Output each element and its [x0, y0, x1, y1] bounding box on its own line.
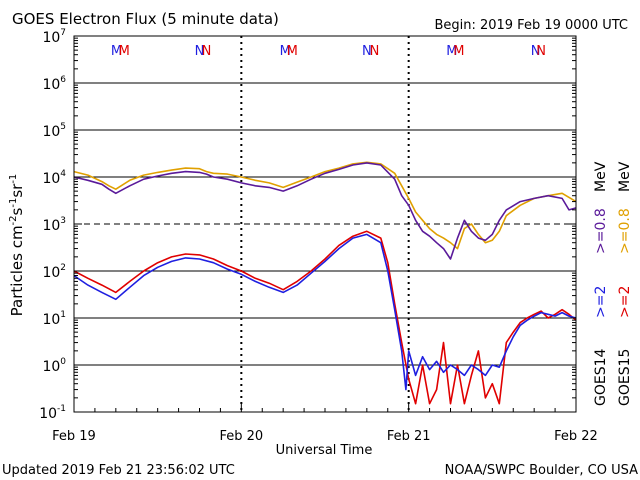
y-axis-label-exp3: -1	[8, 174, 19, 184]
event-marker-m: M	[119, 44, 130, 59]
y-tick-exponent: 3	[60, 216, 66, 226]
y-tick-label: 10-1	[39, 404, 66, 422]
series-line	[73, 230, 577, 405]
series-layer	[73, 161, 577, 405]
y-axis-label-exp2: -1	[8, 198, 19, 208]
legend-goes14-08mev: >=0.8	[593, 208, 609, 254]
y-tick-label: 107	[42, 28, 66, 46]
event-marker-m: M	[287, 44, 298, 59]
y-tick-label: 105	[42, 122, 66, 140]
y-tick-exponent: 0	[60, 357, 66, 367]
legend-unit-15: MeV	[617, 161, 633, 192]
y-tick-label: 100	[42, 357, 66, 375]
legend-goes14: GOES14	[593, 348, 609, 406]
y-axis-label-a: Particles cm	[8, 225, 26, 316]
event-marker-n: N	[362, 44, 372, 59]
y-tick-label: 103	[42, 216, 66, 234]
x-axis-label: Universal Time	[276, 443, 373, 458]
legend-unit-14: MeV	[593, 161, 609, 192]
x-tick-label: Feb 20	[219, 429, 263, 444]
series-line	[73, 233, 577, 391]
series-line	[73, 162, 577, 260]
y-tick-base: 10	[42, 124, 60, 140]
y-tick-base: 10	[42, 30, 60, 46]
x-tick-label: Feb 22	[554, 429, 598, 444]
y-tick-exponent: 2	[60, 263, 66, 273]
x-tick-label: Feb 19	[52, 429, 96, 444]
event-marker-n: N	[202, 44, 212, 59]
event-marker-n: N	[370, 44, 380, 59]
y-tick-base: 10	[39, 406, 57, 422]
series-line	[73, 161, 577, 250]
y-axis-label-exp1: -2	[8, 215, 19, 225]
y-tick-base: 10	[42, 77, 60, 93]
legend-goes15-08mev: >=0.8	[617, 208, 633, 254]
y-tick-exponent: 1	[60, 310, 66, 320]
y-tick-exponent: 5	[60, 122, 66, 132]
event-marker-n: N	[531, 44, 541, 59]
legend-goes14-2mev: >=2	[593, 286, 609, 318]
y-axis-label-b: s	[8, 207, 26, 215]
event-marker-n: N	[195, 44, 205, 59]
y-tick-label: 102	[42, 263, 66, 281]
begin-time: Begin: 2019 Feb 19 0000 UTC	[434, 18, 628, 33]
event-marker-n: N	[536, 44, 546, 59]
chart-title: GOES Electron Flux (5 minute data)	[12, 10, 279, 28]
y-tick-base: 10	[42, 171, 60, 187]
y-tick-label: 101	[42, 310, 66, 328]
y-tick-base: 10	[42, 218, 60, 234]
y-tick-base: 10	[42, 312, 60, 328]
x-axis-ticks: Feb 19 Feb 20 Feb 21 Feb 22	[52, 404, 598, 444]
x-tick-label: Feb 21	[387, 429, 431, 444]
y-tick-exponent: 4	[60, 169, 66, 179]
credit-line: NOAA/SWPC Boulder, CO USA	[445, 463, 638, 478]
y-tick-base: 10	[42, 265, 60, 281]
y-axis-label-c: sr	[8, 183, 26, 198]
y-tick-exponent: -1	[57, 404, 66, 414]
event-marker-m: M	[280, 44, 291, 59]
y-tick-exponent: 6	[60, 75, 66, 85]
y-tick-base: 10	[42, 359, 60, 375]
updated-timestamp: Updated 2019 Feb 21 23:56:02 UTC	[2, 463, 235, 478]
event-marker-m: M	[111, 44, 122, 59]
day-separators	[240, 36, 410, 412]
y-axis-label: Particles cm-2s-1sr-1	[8, 174, 26, 317]
y-tick-label: 106	[42, 75, 66, 93]
y-tick-label: 104	[42, 169, 66, 187]
event-marker-m: M	[446, 44, 457, 59]
legend-goes15-2mev: >=2	[617, 286, 633, 318]
right-legend: GOES14 GOES15 >=2 >=2 >=0.8 >=0.8 MeV Me…	[593, 161, 633, 406]
event-marker-m: M	[453, 44, 464, 59]
y-tick-exponent: 7	[60, 28, 66, 38]
legend-goes15: GOES15	[617, 349, 633, 406]
